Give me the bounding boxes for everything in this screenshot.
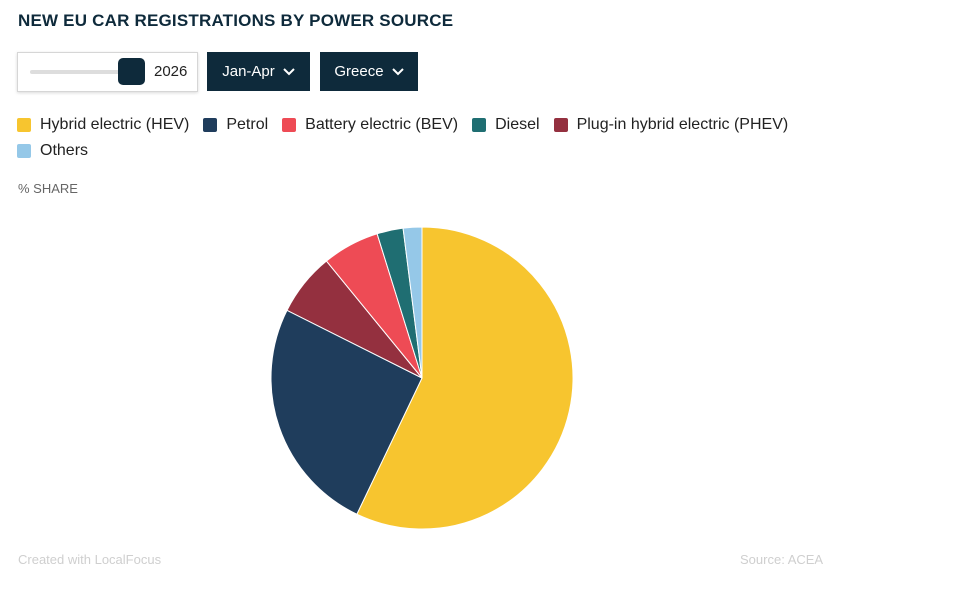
legend-item[interactable]: Hybrid electric (HEV) [17,115,189,135]
legend-label: Petrol [226,116,269,133]
slider-knob[interactable] [118,58,145,85]
source: Source: ACEA [740,552,824,567]
period-dropdown[interactable]: Jan-Apr [207,52,310,91]
credit: Created with LocalFocus [18,552,162,567]
chart-title: NEW EU CAR REGISTRATIONS BY POWER SOURCE [18,11,454,30]
legend-swatch [17,118,31,132]
year-slider[interactable]: 2026 [17,52,198,92]
legend: Hybrid electric (HEV) Petrol Battery elect… [17,115,817,161]
region-label: Greece [334,63,384,80]
legend-swatch [17,144,31,158]
pie-slice [402,226,423,379]
region-dropdown[interactable]: Greece [320,52,418,91]
legend-label: Hybrid electric (HEV) [40,116,190,133]
slider-track [30,70,122,74]
legend-label: Plug-in hybrid electric (PHEV) [576,116,789,133]
period-label: Jan-Apr [222,63,275,80]
legend-swatch [282,118,297,132]
chevron [391,67,404,75]
unit-label: % SHARE [18,181,78,196]
legend-item[interactable]: Battery electric (BEV) [282,115,458,135]
legend-label: Diesel [495,116,540,133]
chevron [283,67,295,75]
legend-swatch [203,118,218,132]
year-label: 2026 [154,63,188,80]
legend-item[interactable]: Others [17,141,88,161]
legend-item[interactable]: Petrol [203,115,268,135]
legend-item[interactable]: Diesel [472,115,540,135]
legend-label: Others [40,142,89,159]
legend-item[interactable]: Plug-in hybrid electric (PHEV) [553,115,789,135]
pie-slice [270,309,423,515]
legend-label: Battery electric (BEV) [305,116,459,133]
legend-swatch [472,118,487,132]
pie-slice [356,226,574,530]
legend-swatch [553,118,568,132]
